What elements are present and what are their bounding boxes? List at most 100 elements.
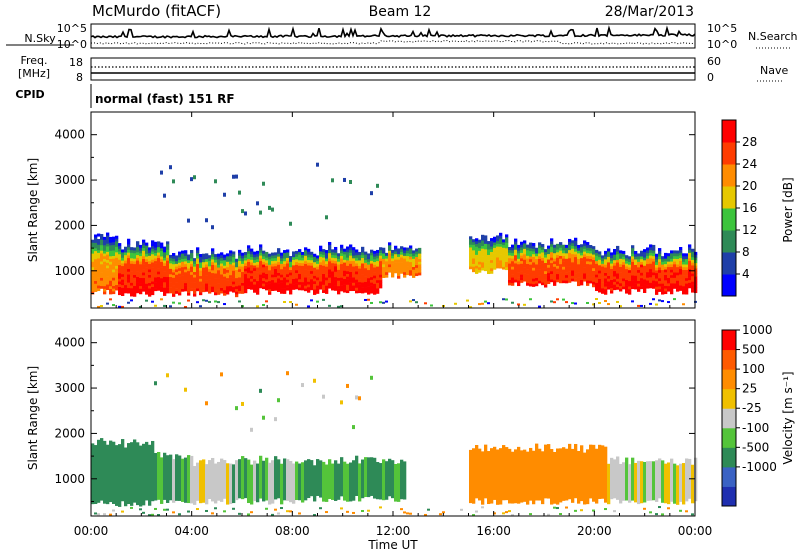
power-cell [142,264,146,268]
power-cell [391,274,395,278]
velocity-cell [520,450,524,503]
power-cell [91,256,95,260]
power-cell [517,274,521,278]
power-cell [295,278,299,282]
y-tick-label: 3000 [54,381,85,395]
power-cell [319,259,323,263]
power-cell [553,250,557,254]
power-cell [694,287,698,291]
power-cell [346,279,350,283]
power-cell [676,250,680,254]
power-cell [376,266,380,270]
power-cell [613,254,617,258]
power-cell [223,192,226,197]
power-cell [649,266,653,270]
power-cell [583,243,587,247]
power-cell [262,258,266,262]
power-cell [493,261,497,265]
power-cell [91,283,95,287]
velocity-cell [157,451,161,500]
power-cell [517,269,521,273]
power-cell [124,265,128,269]
power-cell [592,278,596,282]
power-cell [247,248,251,252]
power-cell [160,269,164,273]
power-cell [565,269,569,273]
power-cell [418,272,422,276]
power-cell [187,289,191,293]
velocity-y-axis-label: Slant Range [km] [26,366,40,470]
power-cell [556,246,560,250]
power-cell [214,256,218,260]
power-cell [541,260,545,264]
power-cell [688,258,692,262]
power-cell [142,283,146,287]
power-cell [556,276,560,280]
power-cell [601,282,605,286]
power-cell [94,278,98,282]
power-cell [508,268,512,272]
power-cell [469,236,473,240]
power-cell [169,265,173,269]
power-cell [238,271,242,275]
power-cell [133,266,137,270]
power-cell [160,250,164,254]
power-cell [265,279,269,283]
power-cell [649,252,653,256]
power-cell [532,281,536,285]
power-cell [106,273,110,277]
power-cell [649,249,653,253]
power-cell [325,290,329,294]
power-cell [253,281,257,285]
power-cell [661,286,665,290]
power-cell [562,280,566,284]
velocity-cell [667,462,671,505]
power-cell [523,248,527,252]
power-cell [511,269,515,273]
power-cell [232,256,236,260]
power-cell [157,263,161,267]
power-cell [94,250,98,254]
velocity-cell [538,448,542,501]
power-cell [583,248,587,252]
power-cell [376,271,380,275]
power-cell [136,243,140,247]
power-cell [121,305,124,308]
power-cell [625,266,629,270]
power-cell [109,247,113,251]
power-cell [166,282,170,286]
power-cell [139,272,143,276]
power-cell [91,285,95,290]
power-cell [694,284,698,288]
power-cell [502,258,506,262]
power-cell [292,273,296,277]
velocity-cell [640,461,644,504]
power-cell [184,255,188,259]
power-cell [373,264,377,268]
power-cell [562,266,566,270]
power-cell [601,266,605,270]
power-cell [538,253,542,257]
power-cell [250,251,254,255]
power-cell [187,287,191,291]
power-cell [550,257,554,261]
power-cell [628,269,632,273]
power-cell [130,277,134,281]
power-cell [526,252,530,256]
power-cell [670,258,674,262]
power-cell [223,262,227,266]
power-cell [391,249,395,253]
velocity-cell [172,511,175,514]
power-cell [145,245,149,249]
noise-right-tick-bottom: 10^0 [707,38,737,51]
power-cell [274,282,278,286]
power-cell [358,251,362,255]
power-cell [298,251,302,255]
velocity-cell [154,452,158,501]
power-cell [511,260,515,265]
power-cell [316,162,319,167]
cpid-value: normal (fast) 151 RF [95,92,235,106]
power-cell [307,289,311,293]
power-cell [688,279,692,283]
power-cell [109,277,113,281]
